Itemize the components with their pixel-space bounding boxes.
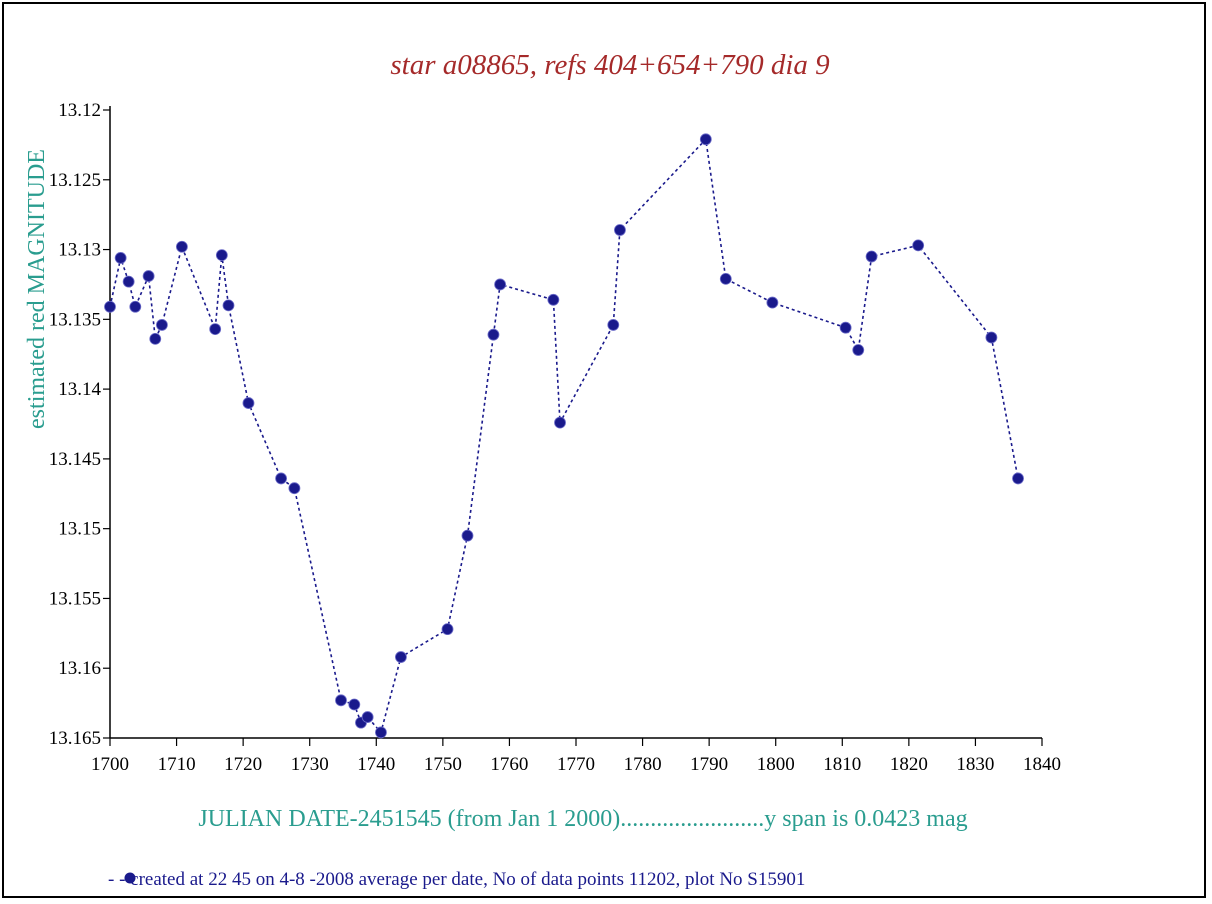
data-point xyxy=(143,271,154,282)
data-point xyxy=(156,319,167,330)
chart-svg: star a08865, refs 404+654+790 dia 9 esti… xyxy=(4,4,1204,896)
legend: - - created at 22 45 on 4-8 -2008 averag… xyxy=(108,869,805,890)
x-tick-label: 1700 xyxy=(91,754,129,775)
x-tick-label: 1720 xyxy=(224,754,262,775)
x-tick-label: 1740 xyxy=(357,754,395,775)
data-point xyxy=(488,329,499,340)
y-axis: 13.12 13.125 13.13 13.135 13.14 13.145 13.15 13… xyxy=(49,100,110,749)
data-point xyxy=(395,652,406,663)
y-tick-label: 13.155 xyxy=(49,588,101,609)
data-point xyxy=(210,324,221,335)
data-point xyxy=(375,727,386,738)
y-tick-label: 13.145 xyxy=(49,449,101,470)
y-tick-label: 13.14 xyxy=(58,379,101,400)
data-point xyxy=(555,417,566,428)
data-series xyxy=(105,134,1024,738)
data-point xyxy=(336,695,347,706)
y-tick-label: 13.125 xyxy=(49,170,101,191)
data-point xyxy=(913,240,924,251)
data-point xyxy=(986,332,997,343)
data-point xyxy=(243,398,254,409)
data-point xyxy=(767,297,778,308)
data-point xyxy=(442,624,453,635)
x-tick-label: 1800 xyxy=(757,754,795,775)
y-tick-label: 13.15 xyxy=(58,519,101,540)
data-point xyxy=(130,301,141,312)
data-point xyxy=(1013,473,1024,484)
y-tick-label: 13.13 xyxy=(58,240,101,261)
data-point xyxy=(700,134,711,145)
x-tick-label: 1780 xyxy=(624,754,662,775)
data-point xyxy=(276,473,287,484)
data-point xyxy=(216,250,227,261)
x-axis: 1700 1710 1720 1730 1740 1750 1760 1770 1780 1790… xyxy=(91,738,1061,775)
data-point xyxy=(223,300,234,311)
x-tick-label: 1820 xyxy=(890,754,928,775)
y-tick-label: 13.12 xyxy=(58,100,101,121)
x-tick-label: 1750 xyxy=(424,754,462,775)
data-point xyxy=(462,530,473,541)
data-point xyxy=(548,294,559,305)
chart-title: star a08865, refs 404+654+790 dia 9 xyxy=(390,49,830,81)
y-tick-label: 13.16 xyxy=(58,658,101,679)
y-tick-label: 13.135 xyxy=(49,309,101,330)
x-tick-label: 1840 xyxy=(1023,754,1061,775)
x-tick-label: 1730 xyxy=(291,754,329,775)
x-axis-label: JULIAN DATE-2451545 (from Jan 1 2000)...… xyxy=(198,806,967,832)
data-point xyxy=(362,712,373,723)
data-point xyxy=(105,301,116,312)
x-tick-label: 1710 xyxy=(158,754,196,775)
x-tick-label: 1770 xyxy=(557,754,595,775)
x-tick-label: 1810 xyxy=(823,754,861,775)
data-point xyxy=(608,319,619,330)
data-point xyxy=(176,241,187,252)
data-point xyxy=(853,345,864,356)
data-point xyxy=(123,276,134,287)
x-tick-label: 1760 xyxy=(490,754,528,775)
legend-text: - - created at 22 45 on 4-8 -2008 averag… xyxy=(108,869,805,890)
x-tick-label: 1790 xyxy=(690,754,728,775)
data-point xyxy=(115,252,126,263)
data-point xyxy=(840,322,851,333)
data-point xyxy=(866,251,877,262)
series-line xyxy=(110,139,1018,732)
y-tick-label: 13.165 xyxy=(49,728,101,749)
y-axis-label: estimated red MAGNITUDE xyxy=(24,149,50,429)
data-point xyxy=(349,699,360,710)
data-point xyxy=(289,483,300,494)
data-point xyxy=(614,225,625,236)
data-point xyxy=(150,333,161,344)
data-point xyxy=(495,279,506,290)
x-tick-label: 1830 xyxy=(956,754,994,775)
data-point xyxy=(720,273,731,284)
